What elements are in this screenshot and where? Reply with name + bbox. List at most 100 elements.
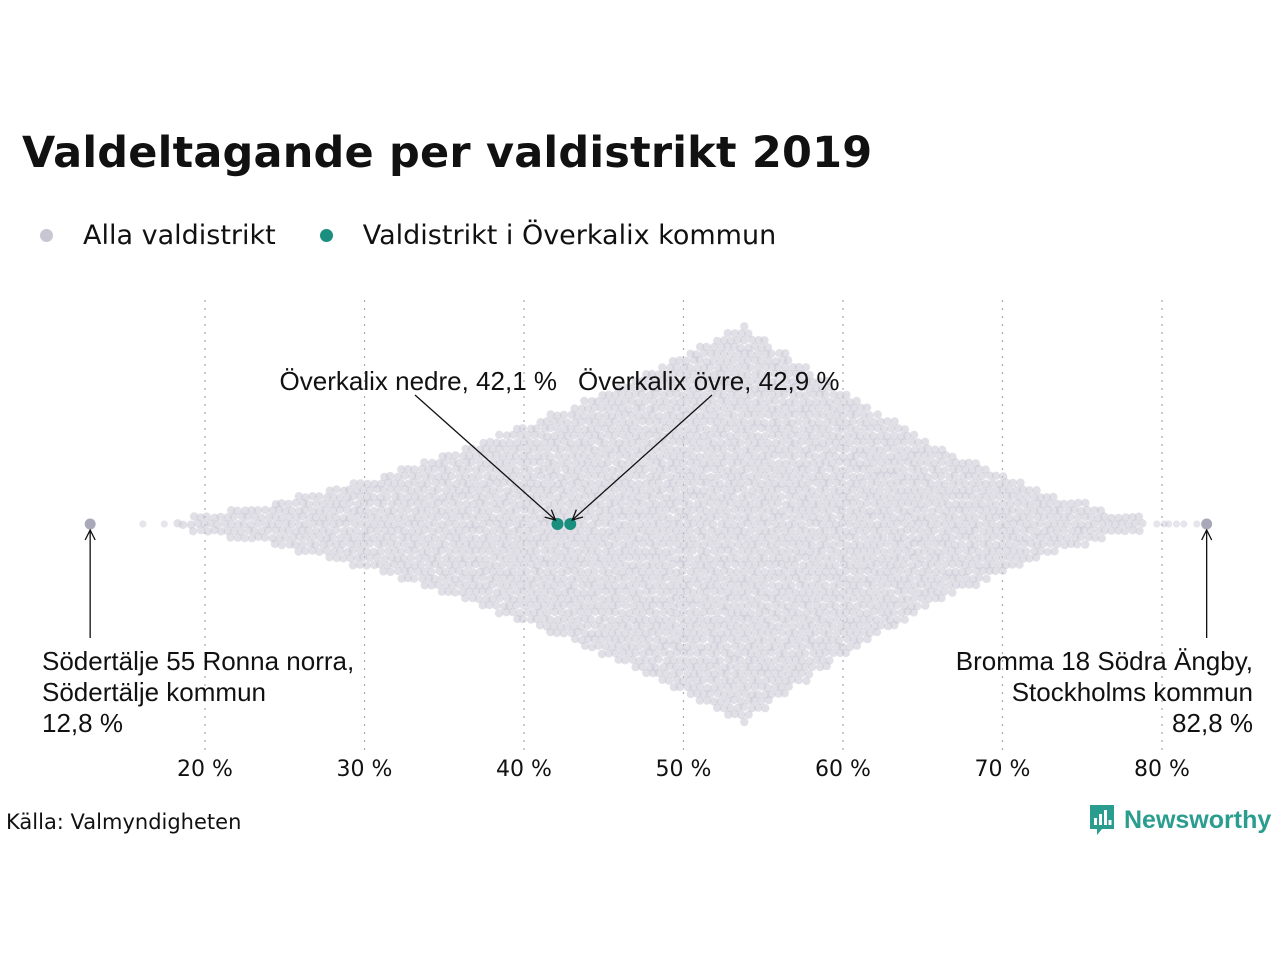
district-point	[417, 547, 426, 556]
district-point	[954, 520, 963, 529]
district-point	[788, 539, 798, 548]
district-point	[539, 533, 549, 542]
district-point	[805, 425, 814, 434]
district-point	[702, 342, 711, 352]
district-point	[998, 553, 1007, 562]
x-tick-label-70: 70 %	[975, 757, 1031, 782]
legend-label-all-districts: Alla valdistrikt	[83, 220, 276, 251]
district-point	[746, 662, 756, 672]
district-point	[784, 547, 794, 556]
district-point	[934, 479, 943, 488]
district-point	[798, 398, 808, 407]
district-point	[617, 444, 626, 453]
district-point	[845, 438, 854, 448]
district-point	[773, 362, 783, 372]
district-point	[608, 560, 617, 569]
district-point	[899, 560, 909, 569]
district-point	[807, 431, 817, 440]
district-point	[771, 547, 780, 556]
district-point	[621, 601, 630, 610]
district-point	[570, 418, 580, 427]
district-point	[692, 376, 702, 386]
district-point	[910, 485, 919, 495]
district-point	[356, 546, 365, 556]
district-point	[982, 574, 991, 584]
district-point	[608, 466, 617, 475]
district-point	[713, 595, 722, 604]
district-point	[791, 369, 801, 379]
district-point	[899, 438, 909, 447]
district-point	[869, 594, 879, 603]
district-point	[720, 526, 730, 535]
district-point	[1128, 513, 1137, 522]
district-point	[669, 629, 678, 638]
district-point	[634, 546, 643, 556]
district-point	[451, 464, 461, 474]
district-point	[689, 628, 698, 638]
district-point	[550, 540, 559, 549]
district-point	[696, 370, 706, 379]
district-point	[795, 391, 804, 400]
district-point	[872, 547, 882, 556]
x-tick-label-20: 20 %	[177, 757, 233, 782]
district-point	[777, 533, 786, 542]
district-point	[801, 363, 811, 372]
district-point	[601, 465, 610, 474]
district-point	[778, 628, 787, 638]
district-point	[858, 478, 868, 487]
district-point	[758, 451, 767, 461]
district-point	[492, 547, 501, 556]
district-point	[1043, 547, 1052, 556]
district-point	[818, 573, 828, 582]
district-point	[284, 526, 293, 535]
district-point	[464, 464, 473, 474]
district-point	[601, 397, 610, 406]
district-point	[270, 539, 280, 549]
district-point	[1009, 519, 1018, 528]
district-point	[587, 642, 597, 652]
district-point	[948, 588, 957, 597]
district-point	[462, 499, 471, 509]
district-point	[934, 451, 944, 460]
district-point	[831, 438, 840, 447]
district-point	[1025, 486, 1034, 495]
district-point	[644, 512, 654, 522]
district-point	[750, 505, 759, 515]
district-point	[1094, 526, 1103, 535]
district-point	[1056, 519, 1065, 528]
district-point	[926, 479, 936, 488]
district-point	[780, 649, 789, 658]
district-point	[773, 417, 783, 427]
district-point	[695, 452, 704, 461]
district-point	[642, 506, 651, 515]
district-point	[441, 554, 451, 563]
district-point	[465, 451, 474, 460]
district-point	[610, 417, 620, 426]
district-point	[809, 390, 818, 399]
district-point	[988, 560, 997, 569]
district-point	[812, 478, 821, 487]
district-point	[339, 527, 349, 536]
district-point	[529, 512, 538, 522]
district-point	[1073, 540, 1082, 549]
district-point	[427, 472, 436, 481]
district-point	[930, 485, 939, 494]
district-point	[737, 710, 746, 720]
district-point	[743, 397, 752, 406]
district-point	[441, 526, 450, 535]
district-point	[712, 648, 721, 657]
district-point	[526, 600, 535, 609]
district-point	[673, 539, 682, 549]
district-point	[621, 656, 630, 665]
district-point	[872, 478, 882, 487]
district-point	[610, 607, 620, 617]
district-point	[764, 588, 773, 597]
district-point	[858, 464, 867, 474]
district-point	[682, 383, 691, 393]
district-point	[757, 532, 766, 542]
district-point	[842, 540, 851, 550]
district-point	[590, 526, 599, 536]
district-point	[710, 533, 719, 542]
district-point	[665, 539, 674, 549]
district-point	[967, 533, 976, 542]
